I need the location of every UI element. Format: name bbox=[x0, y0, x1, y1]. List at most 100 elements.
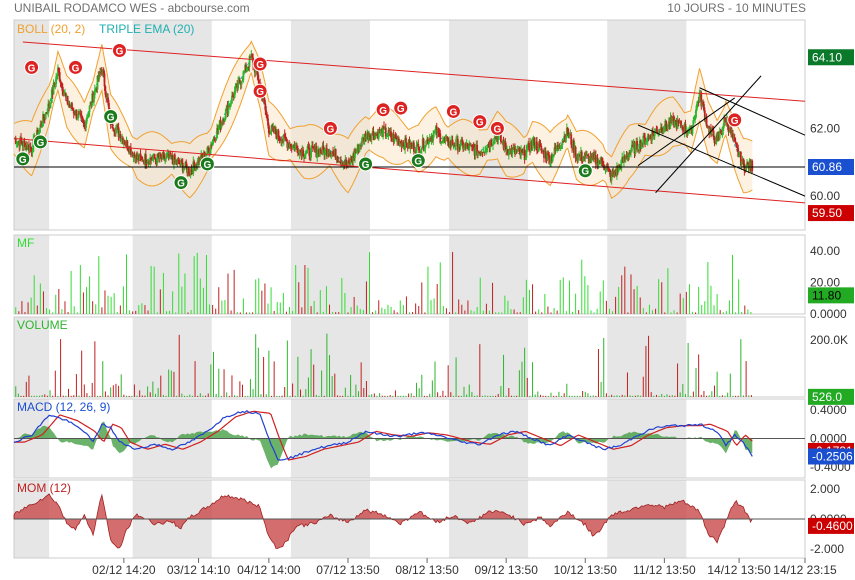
mom-label: MOM (12) bbox=[17, 481, 71, 495]
y-tick-label: 200.0K bbox=[810, 333, 848, 347]
candle-body bbox=[355, 150, 358, 153]
candle-body bbox=[745, 164, 748, 172]
signal-letter: G bbox=[177, 179, 185, 190]
candle-body bbox=[365, 135, 368, 140]
candle-body bbox=[99, 71, 102, 73]
candle-body bbox=[140, 156, 143, 158]
candle-body bbox=[554, 147, 557, 151]
shaded-region bbox=[14, 317, 50, 397]
candle-body bbox=[126, 140, 129, 150]
candle-body bbox=[312, 147, 315, 149]
candle-body bbox=[737, 148, 740, 157]
y-tick-label: 40.00 bbox=[810, 244, 840, 258]
candle-body bbox=[427, 141, 430, 144]
candle-body bbox=[296, 148, 299, 154]
candle-body bbox=[42, 114, 45, 119]
candle-body bbox=[409, 143, 412, 149]
candle-body bbox=[289, 144, 292, 147]
candle-body bbox=[441, 139, 444, 141]
candle-body bbox=[42, 114, 44, 127]
candle-body bbox=[180, 160, 183, 163]
value-badge bbox=[808, 448, 854, 465]
candle-body bbox=[500, 133, 502, 142]
candle-body bbox=[93, 89, 96, 95]
candle-body bbox=[83, 122, 86, 125]
candle-body bbox=[310, 147, 312, 158]
candle-body bbox=[420, 147, 423, 150]
candle-body bbox=[718, 131, 721, 139]
candle-body bbox=[728, 131, 731, 133]
candle-body bbox=[257, 74, 260, 81]
sell-signal-marker bbox=[489, 120, 505, 136]
candle-body bbox=[238, 79, 241, 83]
signal-letter: G bbox=[414, 157, 422, 168]
candle-body bbox=[507, 154, 510, 156]
candle-body bbox=[518, 148, 521, 152]
candle-body bbox=[318, 149, 321, 157]
candle-body bbox=[610, 173, 613, 181]
candle-body bbox=[493, 136, 496, 144]
tema-label: TRIPLE EMA (20) bbox=[99, 22, 194, 36]
candle-body bbox=[251, 53, 254, 58]
candle-body bbox=[735, 142, 738, 146]
x-tick-label: 09/12 13:50 bbox=[474, 563, 538, 577]
candle-body bbox=[528, 142, 530, 151]
candle-body bbox=[640, 142, 643, 149]
candle-body bbox=[304, 154, 306, 157]
candle-body bbox=[237, 79, 240, 89]
candle-body bbox=[736, 145, 739, 149]
candle-body bbox=[457, 146, 460, 151]
x-tick-label: 14/12 23:15 bbox=[773, 563, 837, 577]
candle-body bbox=[715, 135, 718, 144]
candle-body bbox=[334, 148, 337, 160]
candle-body bbox=[279, 139, 282, 141]
candle-body bbox=[666, 124, 669, 130]
trend-channel-line bbox=[655, 75, 762, 194]
mom-panel bbox=[13, 493, 805, 549]
signal-letter: G bbox=[327, 124, 335, 135]
candle-body bbox=[281, 140, 283, 144]
candle-body bbox=[38, 128, 41, 133]
y-tick-label: 62.00 bbox=[810, 121, 840, 135]
candle-body bbox=[347, 161, 350, 163]
volume-label: VOLUME bbox=[17, 318, 68, 332]
candle-body bbox=[306, 146, 309, 150]
candle-body bbox=[153, 154, 156, 159]
candle-body bbox=[746, 162, 749, 165]
y-tick-label: 2.000 bbox=[810, 482, 840, 496]
candle-body bbox=[734, 141, 737, 143]
candle-body bbox=[79, 113, 82, 116]
candle-body bbox=[629, 152, 632, 154]
candle-body bbox=[305, 149, 308, 153]
y-tick-label: 60.00 bbox=[810, 189, 840, 203]
candle-body bbox=[113, 130, 116, 132]
candle-body bbox=[278, 137, 281, 140]
buy-signal-marker bbox=[358, 156, 374, 172]
candle-body bbox=[427, 138, 429, 144]
candle-body bbox=[285, 139, 288, 142]
panel-frame bbox=[13, 316, 806, 398]
candle-body bbox=[296, 145, 298, 149]
candle-body bbox=[634, 143, 637, 154]
candle-body bbox=[86, 118, 88, 122]
candle-body bbox=[319, 149, 322, 153]
candle-body bbox=[678, 122, 681, 124]
candle-body bbox=[267, 118, 269, 126]
macd-label: MACD (12, 26, 9) bbox=[17, 400, 110, 414]
candle-body bbox=[87, 111, 90, 117]
candle-body bbox=[150, 157, 153, 160]
candle-body bbox=[268, 133, 271, 135]
candle-body bbox=[456, 138, 459, 151]
candle-body bbox=[183, 167, 186, 169]
candle-body bbox=[698, 92, 701, 102]
candle-body bbox=[176, 159, 179, 164]
candle-body bbox=[560, 145, 563, 148]
trend-channel-line bbox=[637, 124, 806, 197]
candle-body bbox=[541, 150, 544, 152]
candle-body bbox=[129, 147, 132, 156]
candle-body bbox=[71, 103, 73, 109]
candle-body bbox=[324, 148, 327, 156]
candle-body bbox=[304, 152, 307, 155]
candle-body bbox=[694, 117, 697, 120]
candle-body bbox=[242, 71, 245, 81]
